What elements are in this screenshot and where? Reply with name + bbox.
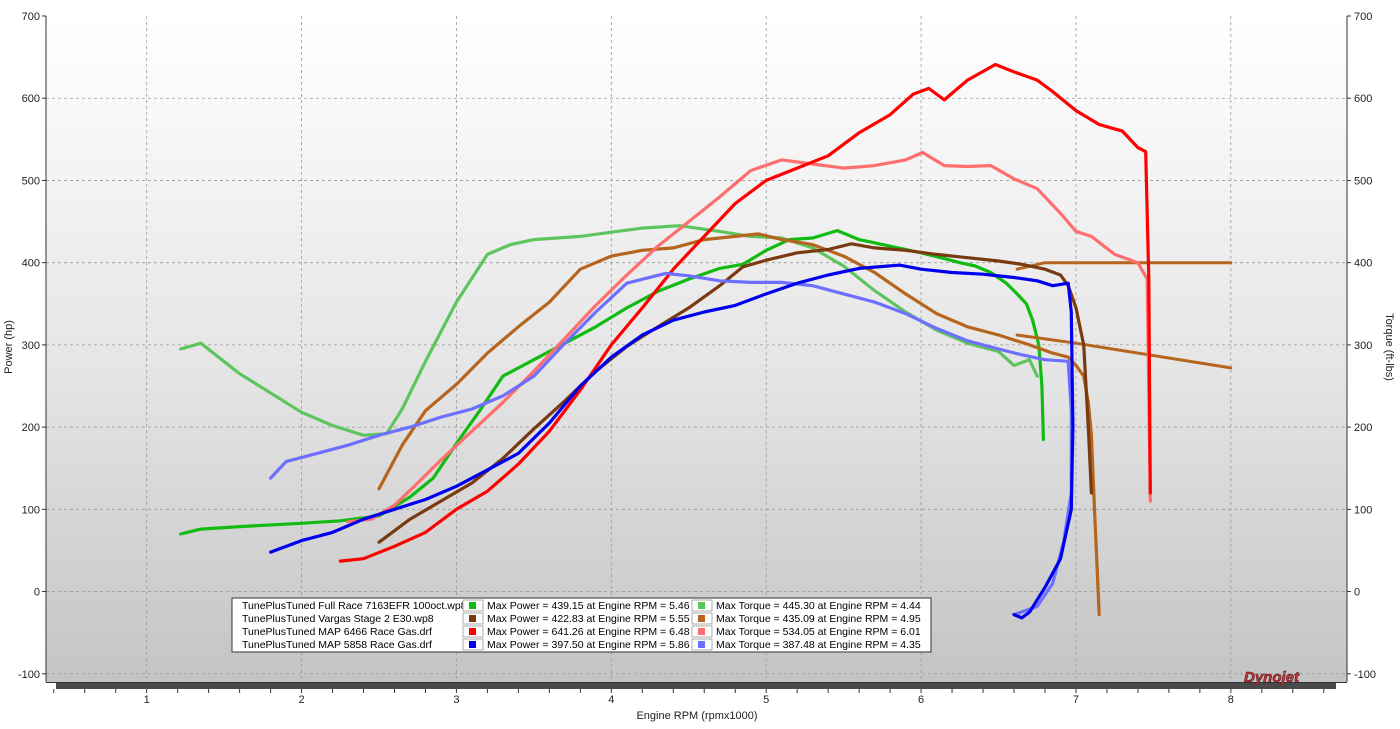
x-tick-label: 3 [453, 694, 459, 706]
power-line-run-4 [269, 263, 1075, 620]
grid-lines [46, 16, 1347, 682]
power-line-run-1 [179, 229, 1045, 536]
series-layer [179, 62, 1233, 620]
power-line-run-2 [377, 242, 1093, 544]
legend-torque-swatch [698, 628, 705, 635]
legend-box [231, 597, 932, 653]
y-tick-label-left: 200 [22, 422, 40, 434]
legend-file-name: TunePlusTuned MAP 6466 Race Gas.drf [242, 626, 432, 638]
axes: 1 2 3 4 5 6 7 8 -100 -100 0 0 100 100 200 200 300 300 400 4… [18, 11, 1376, 706]
torque-aux-line-run-2 [1015, 333, 1233, 370]
x-tick-label: 5 [763, 694, 769, 706]
y-tick-label-right: 200 [1354, 422, 1372, 434]
plot-area [46, 16, 1347, 682]
y-tick-label-left: 300 [22, 340, 40, 352]
legend-power-swatch [469, 628, 476, 635]
y-tick-label-left: 400 [22, 258, 40, 270]
y-tick-label-right: 400 [1354, 258, 1372, 270]
legend-power-swatch [469, 641, 476, 648]
y-tick-label-left: 600 [22, 93, 40, 105]
x-tick-label: 1 [144, 694, 150, 706]
legend-torque-label: Max Torque = 387.48 at Engine RPM = 4.35 [716, 639, 921, 651]
y-tick-label-right: 100 [1354, 504, 1372, 516]
torque-line-run-1 [179, 224, 1039, 437]
x-tick-label: 2 [298, 694, 304, 706]
y-tick-label-right: 700 [1354, 11, 1372, 23]
y-tick-label-left: 500 [22, 175, 40, 187]
legend-torque-label: Max Torque = 435.09 at Engine RPM = 4.95 [716, 613, 921, 625]
legend-power-swatch [469, 602, 476, 609]
legend-power-label: Max Power = 422.83 at Engine RPM = 5.55 [487, 613, 690, 625]
y-tick-label-left: 0 [34, 587, 40, 599]
legend-torque-label: Max Torque = 445.30 at Engine RPM = 4.44 [716, 600, 921, 612]
torque-line-run-4 [269, 271, 1073, 617]
legend-power-swatch [469, 615, 476, 622]
legend-torque-label: Max Torque = 534.05 at Engine RPM = 6.01 [716, 626, 921, 638]
legend-file-name: TunePlusTuned Vargas Stage 2 E30.wp8 [242, 613, 434, 625]
y-tick-label-right: 500 [1354, 175, 1372, 187]
y-tick-label-right: 0 [1354, 587, 1360, 599]
power-line-run-3 [338, 62, 1152, 563]
legend: TunePlusTuned Full Race 7163EFR 100oct.w… [231, 597, 932, 653]
legend-file-name: TunePlusTuned MAP 5858 Race Gas.drf [242, 639, 432, 651]
x-tick-label: 4 [608, 694, 614, 706]
torque-line-run-3 [346, 150, 1152, 524]
legend-power-label: Max Power = 439.15 at Engine RPM = 5.46 [487, 600, 690, 612]
x-tick-label: 7 [1073, 694, 1079, 706]
torque-line-run-2 [377, 232, 1101, 617]
legend-torque-swatch [698, 641, 705, 648]
dynojet-watermark: Dynojet [1244, 669, 1300, 686]
legend-torque-swatch [698, 602, 705, 609]
y-axis-title-right: Torque (ft-lbs) [1383, 313, 1395, 381]
y-tick-label-right: -100 [1354, 669, 1376, 681]
x-tick-label: 8 [1228, 694, 1234, 706]
y-tick-label-left: -100 [18, 669, 40, 681]
y-tick-label-left: 100 [22, 504, 40, 516]
x-axis-title: Engine RPM (rpmx1000) [636, 710, 757, 722]
y-tick-label-right: 300 [1354, 340, 1372, 352]
y-axis-title-left: Power (hp) [3, 320, 15, 374]
legend-file-name: TunePlusTuned Full Race 7163EFR 100oct.w… [242, 600, 467, 612]
legend-power-label: Max Power = 641.26 at Engine RPM = 6.48 [487, 626, 690, 638]
y-tick-label-left: 700 [22, 11, 40, 23]
x-tick-label: 6 [918, 694, 924, 706]
legend-power-label: Max Power = 397.50 at Engine RPM = 5.86 [487, 639, 690, 651]
legend-torque-swatch [698, 615, 705, 622]
y-tick-label-right: 600 [1354, 93, 1372, 105]
x-axis-band [56, 683, 1336, 689]
